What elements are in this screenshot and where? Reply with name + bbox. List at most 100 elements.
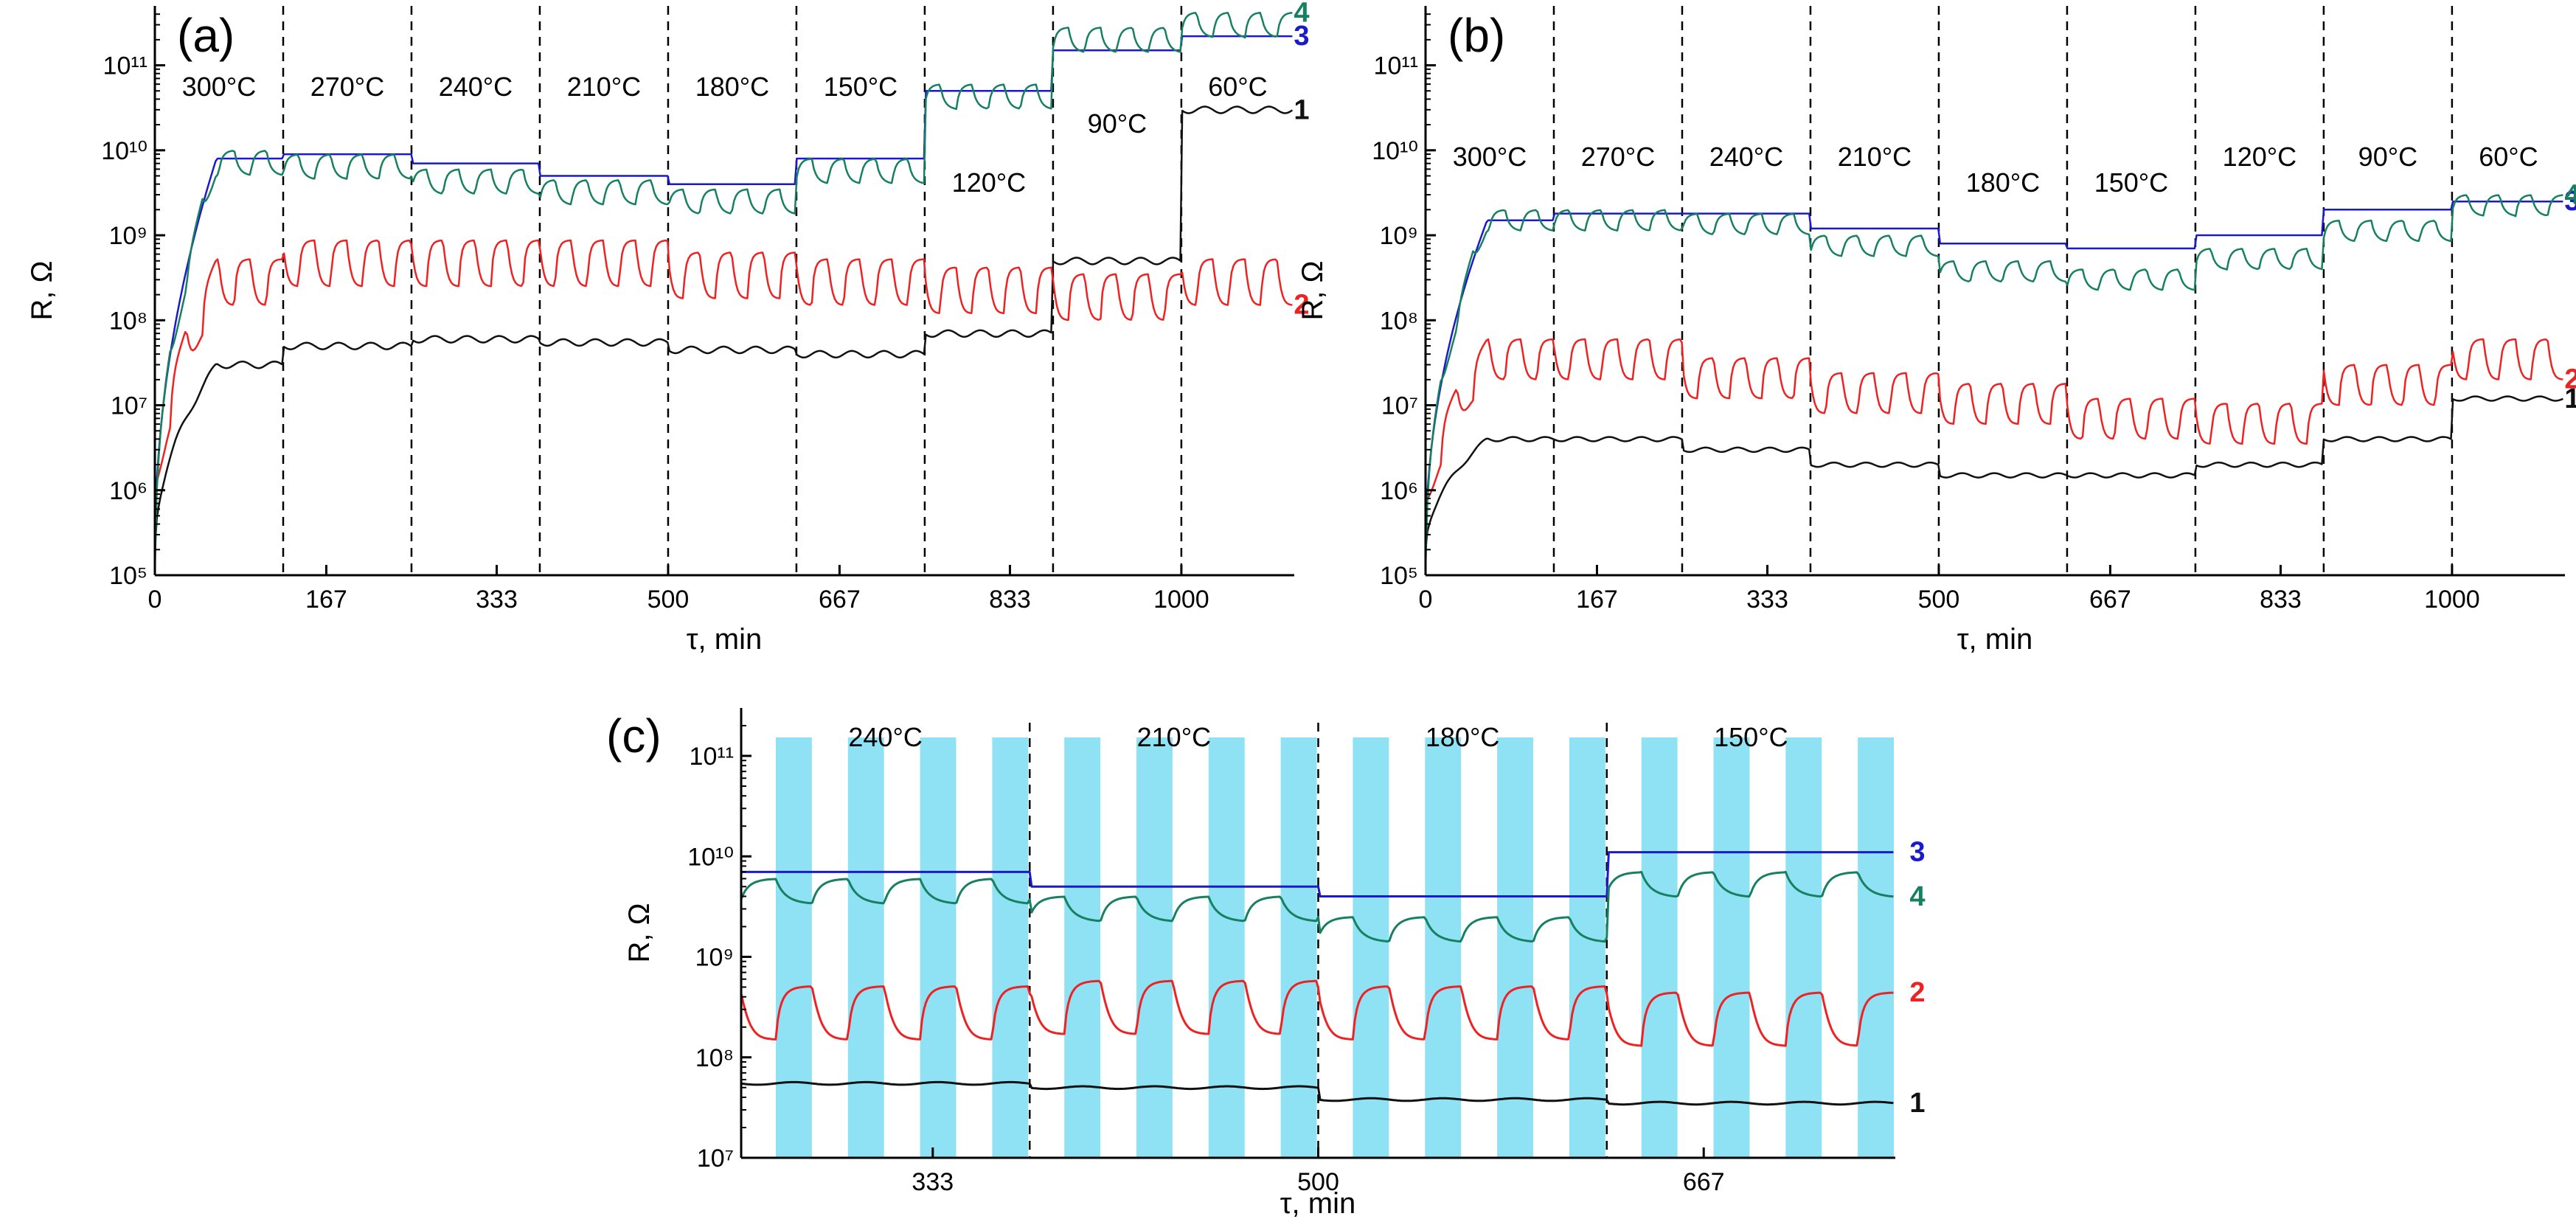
uv-band [775,737,812,1158]
y-ticks: 10⁵ 10⁶ 10⁷ 10⁸ 10⁹ 10¹⁰ 10¹¹ [1372,13,1436,590]
y-tick-label: 10⁹ [109,222,147,250]
uv-band [1280,737,1317,1158]
x-tick-label: 833 [989,586,1031,614]
series-labels: 1 2 3 4 [1909,837,1925,1119]
x-tick-label: 667 [2089,586,2131,614]
uv-band [847,737,884,1158]
x-ticks: 0 167 333 500 667 833 1000 [148,565,1209,614]
y-tick-label: 10⁵ [1380,562,1418,590]
temperature-labels: 300°C 270°C 240°C 210°C 180°C 150°C 120°C 90°C 6… [182,72,1268,198]
temperature-labels: 300°C 270°C 240°C 210°C 180°C 150°C 120°C 90°C 6… [1453,142,2538,198]
panel-label: (b) [1448,9,1505,62]
series-4-label: 4 [1294,0,1309,28]
plot-frame [1426,6,2565,575]
y-tick-label: 10¹¹ [1374,52,1418,80]
y-tick-label: 10⁸ [1380,307,1418,335]
x-axis-title: τ, min [687,623,762,656]
series-4-line [153,12,1293,571]
x-tick-label: 167 [305,586,347,614]
series-1-label: 1 [2564,383,2576,414]
y-tick-label: 10¹⁰ [687,843,734,871]
y-tick-label: 10¹¹ [690,743,734,771]
series-3-line [153,35,1293,550]
y-tick-label: 10⁷ [697,1145,734,1173]
temperature-label: 300°C [182,72,256,102]
temperature-label: 300°C [1453,142,1527,172]
series-1-line [1424,395,2563,550]
y-tick-label: 10⁷ [111,392,147,420]
temperature-label: 210°C [1137,722,1211,752]
x-tick-label: 667 [819,586,861,614]
panel-label: (a) [177,9,235,62]
uv-band [992,737,1029,1158]
x-tick-label: 0 [1419,586,1433,614]
y-tick-label: 10⁷ [1381,392,1418,420]
temperature-label: 150°C [824,72,898,102]
y-tick-label: 10¹¹ [103,52,147,80]
uv-band [1497,737,1533,1158]
temperature-label: 150°C [1714,722,1788,752]
x-tick-label: 333 [476,586,518,614]
series-3-line [741,851,1894,897]
temperature-label: 270°C [310,72,384,102]
series-4-line [1424,194,2563,568]
series-2-label: 2 [2564,364,2576,395]
temperature-label: 180°C [1966,167,2040,198]
x-tick-label: 333 [912,1168,954,1196]
x-ticks: 0 167 333 500 667 833 1000 [1419,565,2480,614]
x-tick-label: 500 [1297,1168,1339,1196]
y-tick-label: 10⁸ [695,1044,734,1072]
y-axis-title: R, Ω [26,260,58,320]
uv-band [1064,737,1101,1158]
y-tick-label: 10⁵ [109,562,147,590]
x-tick-label: 500 [1918,586,1960,614]
series-3-line [1424,200,2563,550]
x-axis-title: τ, min [1957,623,2032,656]
y-axis-title: R, Ω [1296,260,1329,320]
x-tick-label: 333 [1746,586,1788,614]
temperature-label: 210°C [1838,142,1912,172]
y-tick-label: 10⁶ [109,477,147,505]
panel-label: (c) [606,709,662,763]
y-tick-label: 10⁶ [1380,477,1418,505]
x-tick-label: 500 [648,586,690,614]
series-1-line [740,1080,1894,1106]
series-4-label: 4 [1909,881,1925,912]
y-tick-label: 10¹⁰ [101,137,147,165]
uv-band [1425,737,1462,1158]
series-lines [153,12,1294,571]
series-lines [740,851,1894,1106]
uv-band [920,737,957,1158]
series-1-label: 1 [1909,1088,1925,1119]
series-1-label: 1 [1294,94,1309,125]
temperature-label: 60°C [1208,72,1267,102]
x-ticks: 333 500 667 [912,1147,1725,1196]
series-3-label: 3 [1909,837,1925,868]
y-tick-label: 10¹⁰ [1372,137,1418,165]
y-ticks: 10⁷ 10⁸ 10⁹ 10¹⁰ 10¹¹ [687,724,751,1173]
series-3-label: 3 [2564,186,2576,217]
x-tick-label: 667 [1683,1168,1725,1196]
uv-band [1785,737,1822,1158]
y-tick-label: 10⁹ [1380,222,1418,250]
x-axis-title: τ, min [1280,1187,1355,1219]
uv-band [1569,737,1605,1158]
step-dividers [1552,6,2454,575]
temperature-label: 240°C [439,72,513,102]
series-2-line [740,979,1894,1047]
uv-band [1713,737,1750,1158]
y-tick-label: 10⁸ [109,307,147,335]
series-lines [1424,194,2563,568]
series-2-label: 2 [1909,977,1925,1008]
uv-band [1208,737,1245,1158]
uv-band [1858,737,1895,1158]
temperature-label: 210°C [567,72,641,102]
y-axis-title: R, Ω [623,903,656,962]
temperature-label: 240°C [848,722,922,752]
x-tick-label: 167 [1576,586,1618,614]
y-ticks: 10⁵ 10⁶ 10⁷ 10⁸ 10⁹ 10¹⁰ 10¹¹ [101,13,165,590]
y-tick-label: 10⁹ [695,944,734,972]
